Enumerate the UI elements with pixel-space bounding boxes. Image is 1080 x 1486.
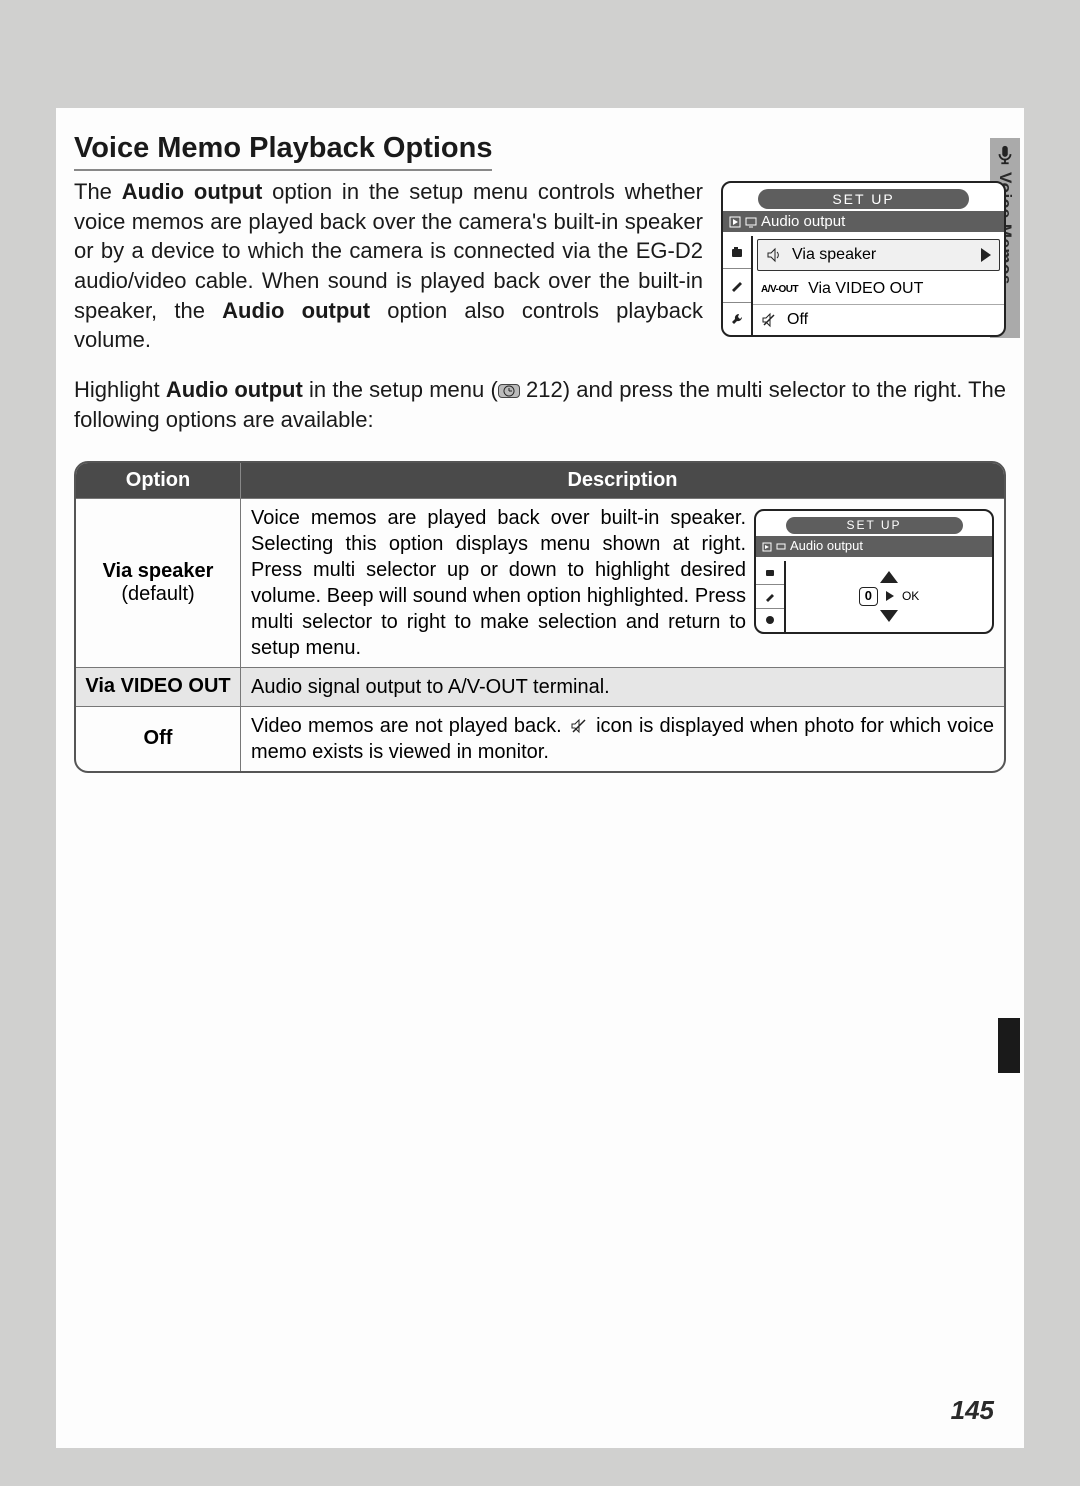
chevron-right-icon <box>886 591 894 601</box>
menu-subtitle-text: Audio output <box>790 538 863 555</box>
intro-bold-2: Audio output <box>222 298 370 323</box>
mute-icon <box>761 312 777 328</box>
thumb-index-block <box>998 1018 1020 1073</box>
intro-bold-1: Audio output <box>122 179 263 204</box>
menu-subtitle: Audio output <box>723 211 1004 232</box>
pencil-icon <box>764 590 776 602</box>
menu-option-off: Off <box>753 305 1004 335</box>
page-number: 145 <box>951 1395 994 1426</box>
page-reference-number: 212 <box>526 377 563 402</box>
monitor-icon <box>776 542 786 552</box>
option-name: Via VIDEO OUT <box>85 675 230 698</box>
chevron-right-icon <box>981 248 991 262</box>
volume-control: 0 OK <box>786 561 992 632</box>
play-icon <box>762 542 772 552</box>
volume-value: 0 <box>859 587 878 606</box>
menu-side-tabs <box>723 236 753 335</box>
description-text: Voice memos are played back over built-i… <box>251 505 746 661</box>
play-icon <box>729 216 741 228</box>
table-row: Via VIDEO OUT Audio signal output to A/V… <box>76 667 1004 706</box>
intro-section: The Audio output option in the setup men… <box>74 177 1006 355</box>
desc-off-1: Video memos are not played back. <box>251 715 568 737</box>
description-text: Audio signal output to A/V-OUT terminal. <box>251 674 994 700</box>
description-cell: Voice memos are played back over built-i… <box>241 499 1004 667</box>
manual-page: Voice Memos Voice Memo Playback Options … <box>56 108 1024 1448</box>
page-content: Voice Memo Playback Options The Audio ou… <box>74 132 1006 773</box>
table-header-option: Option <box>76 463 241 498</box>
description-cell: Audio signal output to A/V-OUT terminal. <box>241 668 1004 706</box>
menu-setup-label: SET UP <box>786 517 963 535</box>
option-name: Via speaker <box>103 560 214 583</box>
table-header-description: Description <box>241 463 1004 498</box>
mute-crossed-icon <box>570 717 588 735</box>
menu-subtitle: Audio output <box>756 536 992 557</box>
camera-icon <box>730 245 744 259</box>
arrow-up-icon <box>880 571 898 583</box>
menu-screenshot-setup: SET UP Audio output Via sp <box>721 181 1006 337</box>
menu-option-label: Off <box>787 311 808 329</box>
para2-bold: Audio output <box>166 377 303 402</box>
menu-option-via-speaker: Via speaker <box>757 239 1000 271</box>
camera-icon <box>764 566 776 578</box>
menu-setup-label: SET UP <box>758 189 969 209</box>
monitor-icon <box>745 216 757 228</box>
menu-subtitle-text: Audio output <box>761 213 845 230</box>
option-cell: Off <box>76 707 241 771</box>
intro-text-1: The <box>74 179 122 204</box>
para2-text-1: Highlight <box>74 377 166 402</box>
menu-option-label: Via VIDEO OUT <box>808 280 923 298</box>
para2-text-2: in the setup menu ( <box>303 377 498 402</box>
table-row: Via speaker (default) Voice memos are pl… <box>76 498 1004 667</box>
menu-side-tabs <box>756 561 786 632</box>
pencil-icon <box>730 278 744 292</box>
menu-screenshot-volume: SET UP Audio output <box>754 509 994 634</box>
second-paragraph: Highlight Audio output in the setup menu… <box>74 375 1006 434</box>
arrow-down-icon <box>880 610 898 622</box>
intro-paragraph: The Audio output option in the setup men… <box>74 177 703 355</box>
page-reference-icon <box>498 384 520 398</box>
menu-option-via-video-out: A/V-OUT Via VIDEO OUT <box>753 274 1004 305</box>
option-cell: Via speaker (default) <box>76 499 241 667</box>
description-cell: Video memos are not played back. icon is… <box>241 707 1004 771</box>
table-row: Off Video memos are not played back. ico… <box>76 706 1004 771</box>
page-title: Voice Memo Playback Options <box>74 132 492 171</box>
table-header: Option Description <box>76 463 1004 498</box>
ok-label: OK <box>902 589 919 605</box>
option-default-label: (default) <box>121 583 194 606</box>
description-text: Video memos are not played back. icon is… <box>251 713 994 765</box>
menu-option-label: Via speaker <box>792 246 876 264</box>
option-cell: Via VIDEO OUT <box>76 668 241 706</box>
option-name: Off <box>144 727 173 750</box>
wrench-icon <box>730 312 744 326</box>
speaker-icon <box>766 247 782 263</box>
avout-icon: A/V-OUT <box>761 284 798 295</box>
options-table: Option Description Via speaker (default)… <box>74 461 1006 773</box>
wrench-icon <box>764 614 776 626</box>
